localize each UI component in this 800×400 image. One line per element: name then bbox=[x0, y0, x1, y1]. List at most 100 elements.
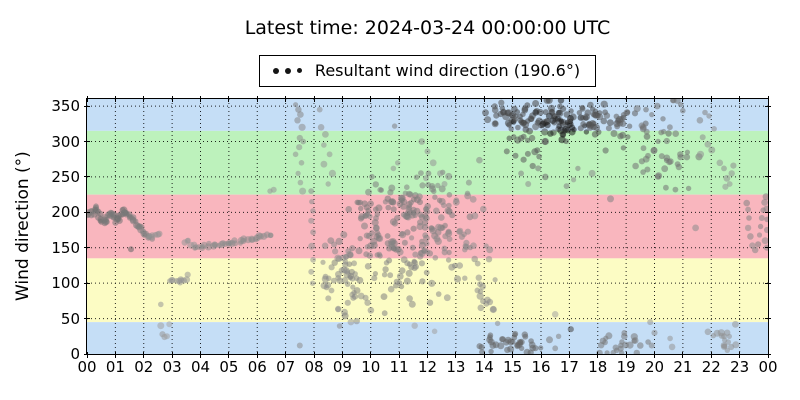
scatter-plot-canvas bbox=[87, 99, 768, 354]
chart-title: Latest time: 2024-03-24 00:00:00 UTC bbox=[244, 17, 611, 39]
x-tick-mark bbox=[86, 351, 88, 358]
scatter-dot-icon bbox=[272, 67, 279, 74]
x-tick-mark bbox=[370, 351, 372, 358]
x-tick-mark bbox=[710, 95, 712, 102]
y-tick-label: 50 bbox=[60, 309, 80, 328]
y-tick-mark bbox=[764, 176, 771, 178]
x-tick-mark bbox=[313, 351, 315, 358]
x-tick-mark bbox=[256, 351, 258, 358]
x-tick-mark bbox=[427, 351, 428, 358]
x-tick-label: 00 bbox=[758, 358, 778, 376]
x-tick-label: 23 bbox=[730, 358, 750, 376]
y-tick-mark bbox=[764, 282, 771, 284]
x-tick-mark bbox=[512, 95, 514, 102]
x-tick-mark bbox=[200, 351, 201, 358]
x-tick-label: 10 bbox=[361, 358, 381, 376]
x-tick-label: 18 bbox=[588, 358, 608, 376]
x-tick-label: 14 bbox=[474, 358, 494, 376]
x-tick-mark bbox=[682, 351, 684, 358]
x-tick-label: 17 bbox=[559, 358, 579, 376]
y-tick-mark bbox=[764, 353, 771, 355]
x-tick-label: 12 bbox=[417, 358, 438, 376]
x-tick-label: 20 bbox=[644, 358, 665, 376]
x-tick-label: 07 bbox=[276, 358, 296, 376]
x-tick-mark bbox=[483, 95, 485, 102]
x-tick-mark bbox=[767, 351, 769, 358]
x-tick-mark bbox=[540, 95, 542, 102]
x-tick-mark bbox=[86, 95, 88, 102]
x-tick-mark bbox=[568, 351, 570, 358]
y-tick-label: 150 bbox=[51, 238, 80, 257]
x-tick-label: 19 bbox=[616, 358, 636, 376]
x-tick-mark bbox=[739, 95, 741, 102]
x-tick-label: 22 bbox=[701, 358, 721, 376]
x-tick-label: 16 bbox=[531, 358, 551, 376]
legend-label: Resultant wind direction (190.6°) bbox=[314, 61, 581, 80]
x-tick-mark bbox=[171, 351, 173, 358]
x-tick-mark bbox=[200, 95, 201, 102]
y-tick-mark bbox=[764, 211, 771, 213]
y-tick-mark bbox=[83, 247, 90, 249]
x-tick-mark bbox=[256, 95, 258, 102]
x-tick-mark bbox=[114, 95, 116, 102]
y-tick-mark bbox=[764, 318, 771, 320]
legend-marker bbox=[272, 67, 302, 74]
x-tick-mark bbox=[228, 95, 230, 102]
x-tick-mark bbox=[512, 351, 514, 358]
x-tick-mark bbox=[313, 95, 315, 102]
x-tick-mark bbox=[143, 95, 145, 102]
x-tick-mark bbox=[568, 95, 570, 102]
y-tick-label: 100 bbox=[51, 274, 80, 293]
y-tick-mark bbox=[764, 105, 771, 107]
y-tick-label: 350 bbox=[51, 97, 80, 116]
x-tick-mark bbox=[597, 351, 599, 358]
y-tick-mark bbox=[83, 282, 90, 284]
x-tick-label: 04 bbox=[190, 358, 211, 376]
y-tick-mark bbox=[83, 353, 90, 355]
y-tick-mark bbox=[764, 141, 771, 142]
y-tick-label: 250 bbox=[51, 167, 80, 186]
x-tick-label: 03 bbox=[162, 358, 182, 376]
x-tick-mark bbox=[398, 95, 400, 102]
x-tick-mark bbox=[682, 95, 684, 102]
x-tick-mark bbox=[597, 95, 599, 102]
y-axis-label: Wind direction (°) bbox=[13, 151, 33, 302]
x-tick-mark bbox=[398, 351, 400, 358]
x-tick-label: 06 bbox=[247, 358, 267, 376]
wind-direction-scatter-points bbox=[87, 99, 768, 354]
x-tick-label: 15 bbox=[503, 358, 523, 376]
y-tick-label: 200 bbox=[51, 203, 80, 222]
x-tick-label: 21 bbox=[673, 358, 693, 376]
y-tick-mark bbox=[83, 141, 90, 142]
y-tick-mark bbox=[83, 176, 90, 178]
scatter-dot-icon bbox=[296, 68, 302, 73]
x-tick-label: 02 bbox=[134, 358, 154, 376]
y-tick-label: 0 bbox=[70, 345, 80, 363]
y-tick-mark bbox=[83, 211, 90, 213]
legend-box: Resultant wind direction (190.6°) bbox=[258, 55, 597, 87]
x-tick-label: 08 bbox=[304, 358, 324, 376]
x-tick-mark bbox=[285, 95, 287, 102]
x-tick-label: 01 bbox=[105, 358, 125, 376]
x-tick-mark bbox=[540, 351, 542, 358]
x-tick-mark bbox=[370, 95, 372, 102]
x-tick-mark bbox=[455, 95, 457, 102]
x-tick-label: 09 bbox=[332, 358, 352, 376]
y-tick-mark bbox=[83, 105, 90, 107]
y-tick-label: 300 bbox=[51, 132, 80, 151]
x-tick-mark bbox=[143, 351, 145, 358]
x-tick-label: 11 bbox=[389, 358, 409, 376]
x-tick-mark bbox=[341, 95, 343, 102]
x-tick-mark bbox=[767, 95, 769, 102]
y-tick-mark bbox=[764, 247, 771, 249]
y-tick-mark bbox=[83, 318, 90, 320]
x-tick-mark bbox=[654, 351, 655, 358]
x-tick-mark bbox=[625, 95, 627, 102]
x-tick-mark bbox=[654, 95, 655, 102]
x-tick-mark bbox=[285, 351, 287, 358]
x-tick-label: 00 bbox=[77, 358, 97, 376]
x-tick-mark bbox=[427, 95, 428, 102]
x-tick-mark bbox=[455, 351, 457, 358]
x-tick-mark bbox=[228, 351, 230, 358]
